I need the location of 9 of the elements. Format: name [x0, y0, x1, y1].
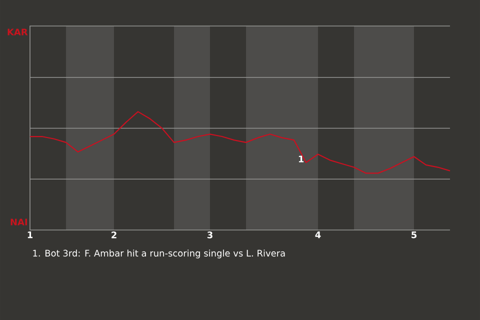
text: 1. Bot 3rd: F. Ambar hit a run-scoring single vs L. Rivera: [33, 250, 285, 258]
text: KAR: [8, 28, 28, 36]
x-tick-label: 5: [412, 232, 416, 238]
annotation: 1: [298, 156, 304, 162]
x-tick-label: 3: [207, 232, 212, 238]
x-tick-label: 1: [28, 232, 33, 238]
text: NAI: [10, 218, 27, 226]
x-tick-label: 4: [315, 232, 321, 238]
x-tick-label: 2: [112, 232, 116, 238]
